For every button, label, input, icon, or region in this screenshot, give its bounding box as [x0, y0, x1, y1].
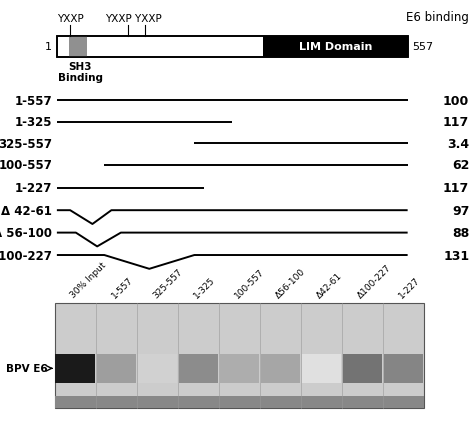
- Text: 325-557: 325-557: [0, 138, 52, 150]
- Text: 325-557: 325-557: [151, 267, 184, 300]
- Text: 1: 1: [45, 42, 52, 52]
- Text: 117: 117: [443, 182, 469, 195]
- Text: Δ 42-61: Δ 42-61: [1, 204, 52, 217]
- Bar: [302, 354, 341, 383]
- Text: Δ 100-227: Δ 100-227: [0, 249, 52, 262]
- Text: SH3
Binding: SH3 Binding: [58, 61, 102, 83]
- Text: 88: 88: [452, 227, 469, 240]
- Bar: [55, 354, 95, 383]
- Text: LIM Domain: LIM Domain: [299, 42, 372, 52]
- Text: 30% Input: 30% Input: [69, 261, 108, 300]
- Bar: [137, 354, 177, 383]
- Bar: [57, 37, 408, 58]
- Bar: [220, 354, 259, 383]
- Text: Δ42-61: Δ42-61: [315, 271, 344, 300]
- Text: 97: 97: [452, 204, 469, 217]
- Text: 100: 100: [443, 95, 469, 108]
- Bar: [263, 37, 408, 58]
- Bar: [55, 396, 424, 408]
- Bar: [57, 37, 408, 58]
- Text: BPV E6: BPV E6: [6, 363, 47, 374]
- Text: 1-557: 1-557: [110, 275, 135, 300]
- Text: 1-325: 1-325: [15, 116, 52, 129]
- Bar: [97, 354, 136, 383]
- Text: Δ100-227: Δ100-227: [356, 263, 393, 300]
- Bar: [69, 37, 87, 58]
- Text: 1-557: 1-557: [15, 95, 52, 108]
- Text: 100-557: 100-557: [233, 267, 266, 300]
- Text: 1-227: 1-227: [15, 182, 52, 195]
- Bar: [261, 354, 300, 383]
- Text: 62: 62: [452, 159, 469, 172]
- Text: Δ56-100: Δ56-100: [274, 267, 308, 300]
- Bar: [55, 303, 424, 408]
- Bar: [343, 354, 382, 383]
- Text: YXXP YXXP: YXXP YXXP: [106, 14, 162, 24]
- Text: 1-227: 1-227: [397, 275, 422, 300]
- Text: 1-325: 1-325: [192, 275, 217, 300]
- Text: 100-557: 100-557: [0, 159, 52, 172]
- Text: 3.4: 3.4: [447, 138, 469, 150]
- Text: 117: 117: [443, 116, 469, 129]
- Bar: [179, 354, 218, 383]
- Text: Δ 56-100: Δ 56-100: [0, 227, 52, 240]
- Bar: [384, 354, 423, 383]
- Text: 557: 557: [412, 42, 434, 52]
- Text: 131: 131: [443, 249, 469, 262]
- Text: E6 binding: E6 binding: [406, 11, 469, 24]
- Text: YXXP: YXXP: [57, 14, 83, 24]
